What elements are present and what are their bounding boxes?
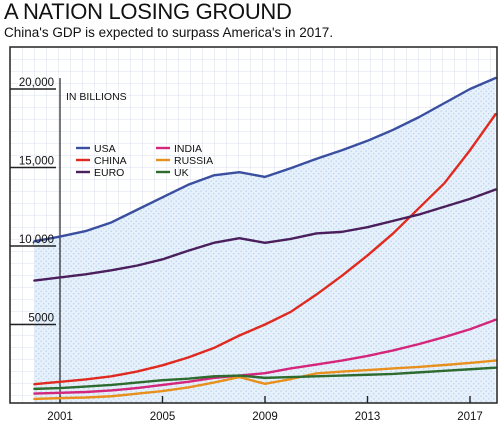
series-line-uk [33,366,497,391]
unit-label: IN BILLIONS [66,91,127,103]
x-tick-label-2017: 2017 [457,411,483,423]
plot-frame [9,46,498,404]
legend-label-india: INDIA [174,143,202,155]
x-tick-label-2001: 2001 [47,411,73,423]
series-line-euro [33,188,497,282]
y-tick-label-10000: 10,000 [19,234,54,246]
y-tick-label-20000: 20,000 [19,77,54,89]
legend-label-usa: USA [94,143,116,155]
series-line-russia [33,359,497,401]
chart-title: A NATION LOSING GROUND [4,0,292,24]
chart-subtitle: China's GDP is expected to surpass Ameri… [4,25,334,40]
series-line-china [33,112,497,386]
legend-label-russia: RUSSIA [174,155,213,167]
x-tick-label-2005: 2005 [150,411,176,423]
legend-label-uk: UK [174,167,189,179]
legend-label-euro: EURO [94,167,124,179]
series-line-usa [33,76,497,243]
usa-shaded-area [34,78,496,403]
x-tick-label-2013: 2013 [355,411,381,423]
series-line-india [33,318,497,395]
x-tick-label-2009: 2009 [252,411,278,423]
y-tick-label-5000: 5000 [28,313,54,325]
y-tick-label-15000: 15,000 [19,156,54,168]
legend-label-china: CHINA [94,155,127,167]
